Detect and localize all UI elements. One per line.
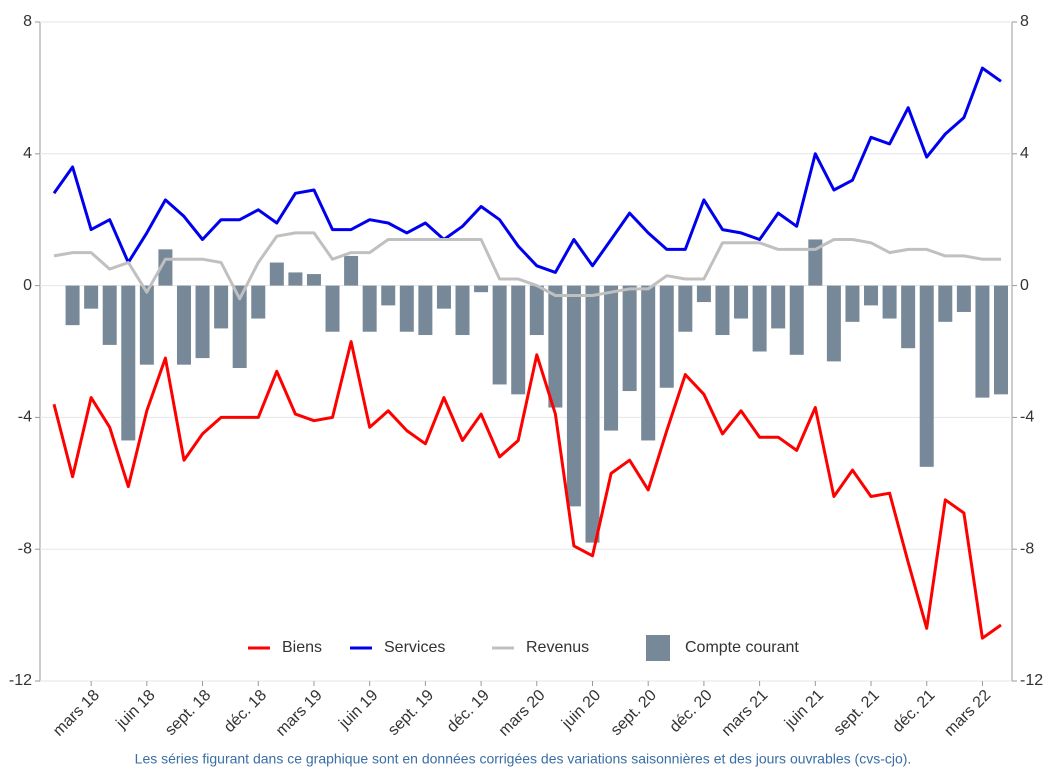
bar (956, 285, 971, 312)
y2-tick-label: -12 (1020, 672, 1043, 689)
bar (65, 285, 80, 326)
x-tick-label: juin 20 (558, 687, 604, 733)
x-tick-label: sept. 20 (608, 687, 660, 739)
bar (399, 285, 414, 332)
y2-tick-label: 8 (1020, 13, 1029, 30)
y-tick-label: -8 (18, 540, 32, 557)
bar (659, 285, 674, 388)
legend-swatch (646, 635, 670, 661)
bar (882, 285, 897, 319)
x-tick-label: sept. 19 (385, 687, 437, 739)
bar (938, 285, 953, 322)
bar (622, 285, 637, 392)
x-tick-label: mars 18 (50, 687, 103, 740)
bar (678, 285, 693, 332)
bar (195, 285, 210, 359)
bar (455, 285, 470, 336)
bar (306, 274, 321, 286)
y-tick-label: -4 (18, 409, 32, 426)
bar (511, 285, 526, 395)
footnote: Les séries figurant dans ce graphique so… (135, 751, 912, 767)
line (52, 66, 1002, 274)
bar (251, 285, 266, 319)
bar (975, 285, 990, 398)
bar (492, 285, 507, 385)
legend-label: Services (384, 639, 445, 656)
x-tick-label: sept. 21 (831, 687, 883, 739)
bar (696, 285, 711, 303)
bar (604, 285, 619, 431)
x-tick-label: juin 21 (781, 687, 827, 733)
legend-label: Biens (282, 639, 322, 656)
bar (864, 285, 879, 306)
x-tick-label: mars 20 (496, 687, 549, 740)
bar (808, 239, 823, 286)
line (52, 340, 1002, 640)
bar (418, 285, 433, 336)
y2-tick-label: 0 (1020, 277, 1029, 294)
y2-tick-label: -4 (1020, 409, 1034, 426)
bar (715, 285, 730, 336)
bar (771, 285, 786, 329)
bar (84, 285, 99, 309)
bar (381, 285, 396, 306)
line (53, 231, 1001, 301)
bar (362, 285, 377, 332)
bar (789, 285, 804, 355)
bar (919, 285, 934, 467)
bar (139, 285, 154, 365)
bar (901, 285, 916, 349)
bar (474, 285, 489, 293)
x-tick-label: juin 19 (335, 687, 381, 733)
bar (641, 285, 656, 441)
bar (994, 285, 1008, 395)
bar (436, 285, 451, 309)
bar (176, 285, 191, 365)
bar (325, 285, 340, 332)
bar (344, 255, 359, 286)
x-tick-label: déc. 18 (221, 687, 270, 736)
y-tick-label: 4 (23, 145, 32, 162)
bar (585, 285, 600, 543)
legend-label: Compte courant (685, 639, 799, 656)
x-tick-label: déc. 20 (667, 687, 716, 736)
x-tick-label: mars 21 (719, 687, 772, 740)
bar (845, 285, 860, 322)
x-tick-label: mars 22 (941, 687, 994, 740)
bar (288, 272, 303, 286)
x-tick-label: juin 18 (113, 687, 159, 733)
y-tick-label: 8 (23, 13, 32, 30)
bar (752, 285, 767, 352)
bar (232, 285, 247, 368)
bar (529, 285, 544, 336)
bar (548, 285, 563, 408)
x-tick-label: mars 19 (273, 687, 326, 740)
y2-tick-label: 4 (1020, 145, 1029, 162)
bar (269, 262, 284, 286)
bar (214, 285, 229, 329)
legend-label: Revenus (526, 639, 589, 656)
x-tick-label: sept. 18 (162, 687, 214, 739)
x-tick-label: déc. 19 (444, 687, 493, 736)
bar (734, 285, 749, 319)
y-tick-label: 0 (23, 277, 32, 294)
y-tick-label: -12 (9, 672, 32, 689)
bar (121, 285, 136, 441)
bar (102, 285, 117, 345)
y2-tick-label: -8 (1020, 540, 1034, 557)
x-tick-label: déc. 21 (889, 687, 938, 736)
bar (566, 285, 581, 507)
bar (826, 285, 841, 362)
